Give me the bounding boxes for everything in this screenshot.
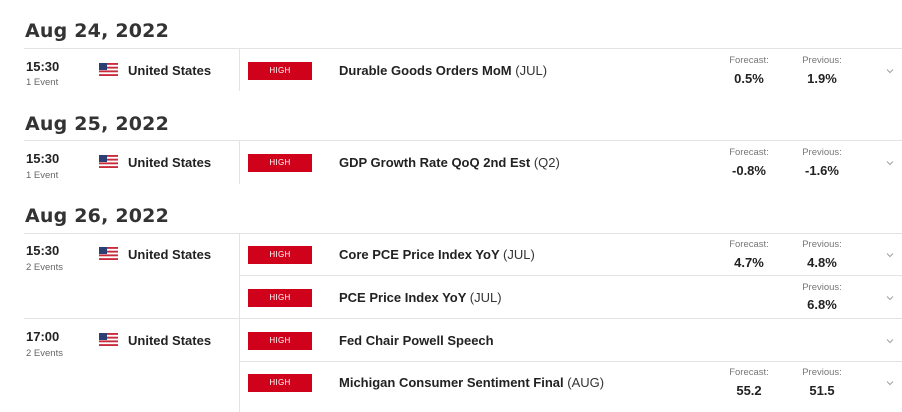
country-name: United States (128, 333, 212, 348)
us-flag-icon (99, 333, 118, 346)
previous-label: Previous: (802, 239, 842, 250)
event-count: 1 Event (26, 77, 59, 88)
event-name: Core PCE Price Index YoY (339, 247, 500, 262)
forecast-value: 4.7% (734, 255, 764, 270)
event-title[interactable]: Fed Chair Powell Speech (339, 333, 494, 348)
event-period: (JUL) (469, 290, 502, 305)
forecast-label: Forecast: (729, 147, 769, 158)
us-flag-icon (99, 247, 118, 260)
country-name: United States (128, 155, 212, 170)
impact-badge: HIGH (248, 154, 312, 172)
chevron-down-icon[interactable] (885, 378, 895, 388)
event-count: 1 Event (26, 170, 59, 181)
us-flag-icon (99, 63, 118, 76)
chevron-down-icon[interactable] (885, 158, 895, 168)
date-header: Aug 26, 2022 (25, 205, 170, 227)
chevron-down-icon[interactable] (885, 66, 895, 76)
event-time: 15:30 (26, 151, 60, 166)
event-period: (JUL) (503, 247, 535, 262)
event-time: 15:30 (26, 59, 60, 74)
event-period: (Q2) (533, 155, 560, 170)
event-name: Michigan Consumer Sentiment Final (339, 375, 564, 390)
divider (240, 275, 902, 276)
column-divider (239, 234, 240, 412)
forecast-label: Forecast: (729, 55, 769, 66)
country-name: United States (128, 63, 212, 78)
forecast-value: -0.8% (732, 163, 766, 178)
divider (24, 48, 902, 49)
event-title[interactable]: Michigan Consumer Sentiment Final (AUG) (339, 375, 604, 390)
event-name: Fed Chair Powell Speech (339, 333, 494, 348)
date-header: Aug 24, 2022 (25, 20, 170, 42)
previous-label: Previous: (802, 55, 842, 66)
impact-badge: HIGH (248, 289, 312, 307)
previous-label: Previous: (802, 147, 842, 158)
previous-value: -1.6% (805, 163, 839, 178)
chevron-down-icon[interactable] (885, 293, 895, 303)
event-time: 15:30 (26, 243, 60, 258)
event-count: 2 Events (26, 348, 63, 359)
forecast-label: Forecast: (729, 239, 769, 250)
event-title[interactable]: GDP Growth Rate QoQ 2nd Est (Q2) (339, 155, 560, 170)
event-name: GDP Growth Rate QoQ 2nd Est (339, 155, 531, 170)
previous-value: 6.8% (807, 297, 837, 312)
event-title[interactable]: Core PCE Price Index YoY (JUL) (339, 247, 535, 262)
forecast-value: 0.5% (734, 71, 764, 86)
impact-badge: HIGH (248, 246, 312, 264)
event-time: 17:00 (26, 329, 60, 344)
column-divider (239, 141, 240, 184)
event-period: (JUL) (515, 63, 548, 78)
previous-value: 51.5 (809, 383, 835, 398)
divider (240, 361, 902, 362)
column-divider (239, 49, 240, 91)
event-name: PCE Price Index YoY (339, 290, 467, 305)
event-title[interactable]: Durable Goods Orders MoM (JUL) (339, 63, 547, 78)
divider (24, 233, 902, 234)
previous-value: 1.9% (807, 71, 837, 86)
event-period: (AUG) (567, 375, 605, 390)
event-title[interactable]: PCE Price Index YoY (JUL) (339, 290, 502, 305)
forecast-value: 55.2 (736, 383, 762, 398)
impact-badge: HIGH (248, 374, 312, 392)
impact-badge: HIGH (248, 332, 312, 350)
event-count: 2 Events (26, 262, 63, 273)
date-header: Aug 25, 2022 (25, 113, 170, 135)
forecast-label: Forecast: (729, 367, 769, 378)
chevron-down-icon[interactable] (885, 250, 895, 260)
country-name: United States (128, 247, 212, 262)
chevron-down-icon[interactable] (885, 336, 895, 346)
impact-badge: HIGH (248, 62, 312, 80)
previous-label: Previous: (802, 282, 842, 293)
previous-label: Previous: (802, 367, 842, 378)
divider (24, 140, 902, 141)
event-name: Durable Goods Orders MoM (339, 63, 512, 78)
divider (24, 318, 902, 319)
us-flag-icon (99, 155, 118, 168)
previous-value: 4.8% (807, 255, 837, 270)
